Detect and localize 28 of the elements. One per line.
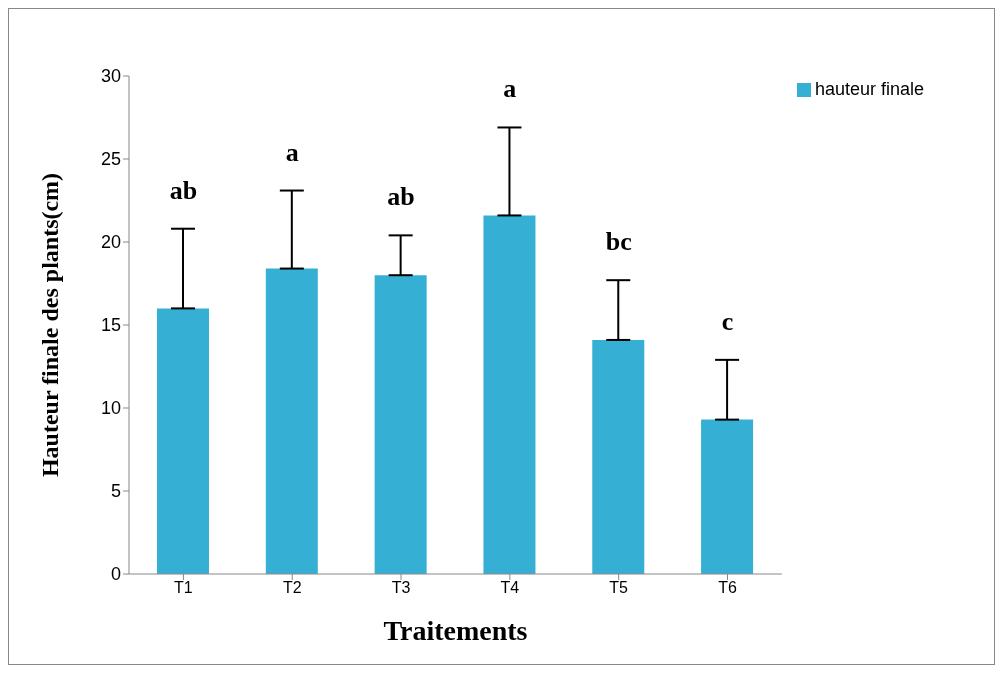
y-tick-label: 25 bbox=[100, 149, 121, 170]
bar bbox=[701, 419, 754, 574]
annotation: a bbox=[503, 74, 517, 104]
x-tick-label: T6 bbox=[718, 579, 737, 597]
x-tick-label: T1 bbox=[174, 579, 193, 597]
bar bbox=[374, 275, 427, 574]
y-tick-label: 5 bbox=[110, 481, 121, 502]
x-tick-label: T4 bbox=[500, 579, 520, 597]
x-axis-title: Traitements bbox=[383, 615, 528, 646]
y-tick-label: 10 bbox=[100, 398, 121, 419]
x-tick-label: T3 bbox=[391, 579, 411, 597]
annotation: ab bbox=[169, 175, 198, 205]
y-axis-title: Hauteur finale des plants(cm) bbox=[36, 172, 63, 478]
y-tick-label: 30 bbox=[100, 66, 121, 87]
annotation: a bbox=[285, 137, 299, 167]
bar bbox=[265, 268, 318, 574]
annotation: ab bbox=[387, 182, 415, 212]
annotation: c bbox=[721, 306, 734, 336]
bar bbox=[483, 215, 536, 574]
annotation: bc bbox=[605, 227, 632, 257]
x-tick-label: T5 bbox=[609, 579, 629, 597]
x-tick-label: T2 bbox=[282, 579, 302, 597]
bar bbox=[157, 308, 209, 574]
legend-label: hauteur finale bbox=[814, 79, 924, 99]
y-tick-label: 20 bbox=[100, 232, 121, 253]
y-tick-label: 15 bbox=[100, 315, 121, 336]
y-tick-label: 0 bbox=[110, 564, 121, 585]
bar bbox=[592, 339, 645, 574]
